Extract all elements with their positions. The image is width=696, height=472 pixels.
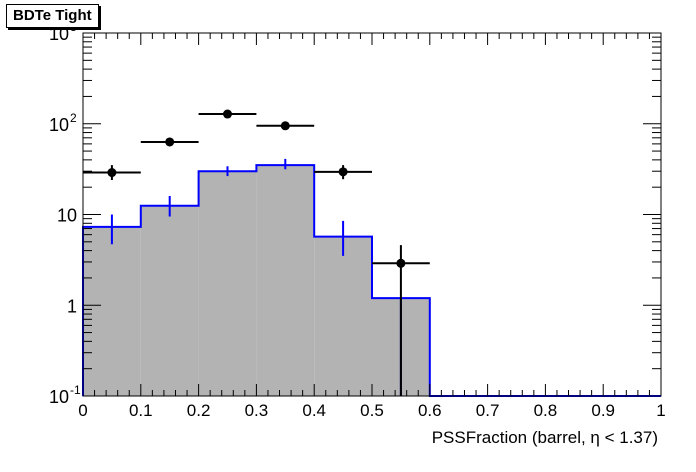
y-tick-label: 10 [49,387,69,407]
histogram-layer [82,158,661,397]
x-tick-label: 0.5 [360,401,384,420]
histogram-bar [256,165,315,396]
y-tick-exponent: 2 [70,111,77,125]
x-tick-label: 0.4 [302,401,326,420]
data-points-layer [83,109,430,396]
data-point [107,168,117,178]
x-tick-label: 0.1 [129,401,153,420]
x-tick-label: 0 [78,401,87,420]
chart-title: BDTe Tight [6,4,99,28]
x-tick-label: 0.6 [418,401,442,420]
y-tick-label: 10 [57,206,77,226]
data-point [338,167,348,177]
histogram-bar [83,226,141,396]
data-point [396,258,406,268]
x-axis-label: PSSFraction (barrel, η < 1.37) [432,428,658,447]
x-tick-label: 0.8 [534,401,558,420]
data-point [223,109,232,119]
x-tick-label: 0.9 [591,401,615,420]
x-tick-label: 1 [656,401,665,420]
histogram-bar [198,171,257,396]
y-tick-label: 10 [49,24,69,44]
x-tick-label: 0.2 [187,401,211,420]
data-point [280,121,290,131]
data-point [165,137,175,147]
y-tick-label: 10 [49,115,69,135]
y-tick-label: 1 [67,296,77,316]
histogram-bar [140,205,199,396]
histogram-bar [314,236,372,396]
y-tick-exponent: -1 [70,383,81,397]
x-tick-label: 0.3 [245,401,269,420]
x-tick-label: 0.7 [476,401,500,420]
